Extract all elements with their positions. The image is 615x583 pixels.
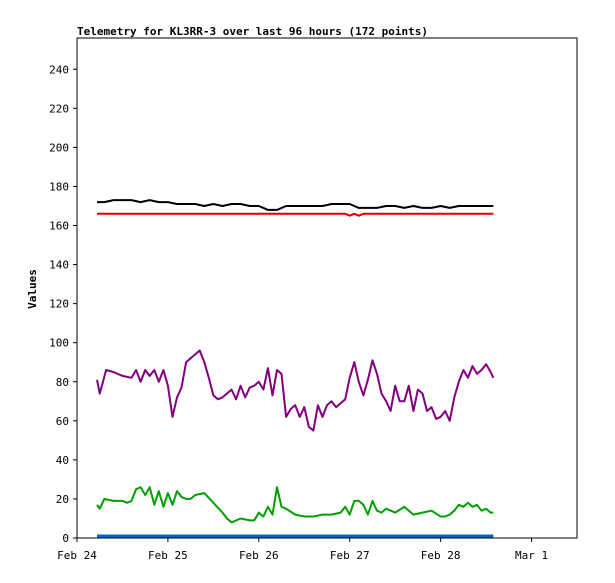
y-axis-ticks: 0 20 40 60 80 100 120 140 160 180 200 220 240 (49, 63, 77, 545)
y-tick-label: 80 (56, 376, 69, 389)
y-tick-label: 100 (49, 337, 69, 350)
x-tick-label: Feb 27 (330, 549, 370, 562)
x-tick-label: Feb 28 (421, 549, 461, 562)
y-tick-label: 200 (49, 141, 69, 154)
y-tick-label: 20 (56, 493, 69, 506)
y-tick-label: 40 (56, 454, 69, 467)
y-tick-label: 160 (49, 220, 69, 233)
series-line-4 (96, 486, 494, 524)
series-line-3 (96, 349, 495, 432)
series-line-1 (97, 199, 494, 211)
y-tick-label: 60 (56, 415, 69, 428)
plot-frame (76, 37, 578, 539)
x-tick-label: Feb 24 (57, 549, 97, 562)
y-tick-label: 0 (62, 532, 69, 545)
y-tick-label: 240 (49, 63, 69, 76)
x-tick-label: Feb 25 (148, 549, 188, 562)
y-axis-label: Values (26, 269, 39, 309)
y-tick-label: 140 (49, 259, 69, 272)
series-line-2 (97, 212, 494, 217)
chart-title: Telemetry for KL3RR-3 over last 96 hours… (77, 25, 428, 38)
x-tick-label: Mar 1 (515, 549, 548, 562)
x-tick-label: Feb 26 (239, 549, 279, 562)
y-tick-label: 180 (49, 180, 69, 193)
series-lines (96, 199, 495, 538)
y-tick-label: 220 (49, 102, 69, 115)
y-tick-label: 120 (49, 298, 69, 311)
x-axis-ticks: Feb 24 Feb 25 Feb 26 Feb 27 Feb 28 Mar 1 (57, 538, 548, 562)
